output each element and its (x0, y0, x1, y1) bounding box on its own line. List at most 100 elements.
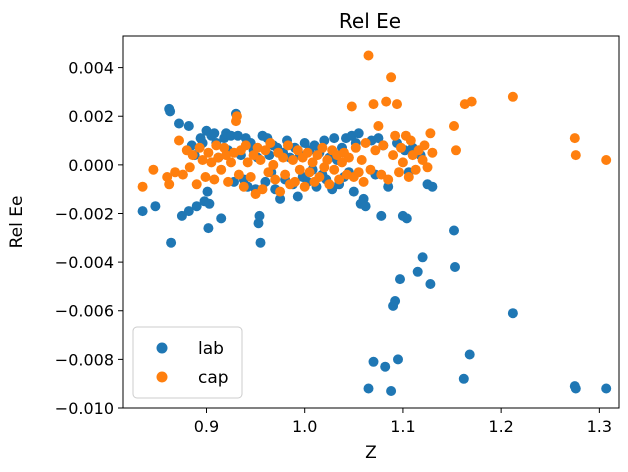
point-cap-22 (223, 176, 234, 187)
x-axis-ticks: 0.9 1.0 1.1 1.2 1.3 (194, 408, 612, 436)
point-lab-94 (383, 181, 394, 192)
point-lab-90 (373, 133, 384, 144)
point-cap-105 (425, 128, 436, 139)
y-tick-label: −0.004 (55, 253, 114, 272)
point-lab-112 (449, 225, 459, 236)
point-cap-38 (260, 145, 271, 156)
point-cap-47 (283, 140, 293, 151)
point-cap-31 (242, 157, 253, 168)
point-cap-111 (507, 91, 518, 102)
point-lab-100 (395, 274, 405, 285)
point-cap-81 (365, 164, 376, 175)
x-tick-label: 1.2 (488, 417, 513, 436)
point-lab-23 (216, 213, 227, 224)
point-lab-108 (417, 252, 428, 263)
point-lab-72 (329, 133, 340, 144)
point-lab-91 (376, 210, 387, 221)
point-cap-14 (203, 147, 214, 158)
point-lab-114 (458, 373, 469, 384)
legend-label-lab: lab (198, 339, 224, 359)
point-cap-40 (265, 138, 276, 148)
point-lab-3 (165, 106, 176, 117)
legend: lab cap (132, 326, 243, 399)
point-cap-45 (278, 152, 289, 163)
point-cap-6 (177, 169, 188, 180)
point-cap-59 (312, 150, 323, 161)
point-cap-103 (419, 140, 430, 151)
series-cap (137, 50, 612, 199)
point-lab-116 (507, 308, 518, 319)
point-cap-54 (299, 181, 310, 192)
points-layer (137, 50, 612, 396)
point-cap-8 (184, 162, 195, 173)
point-lab-80 (348, 186, 359, 197)
point-cap-87 (381, 96, 392, 107)
point-cap-4 (170, 167, 181, 178)
point-cap-100 (410, 164, 421, 175)
point-cap-88 (383, 174, 394, 185)
point-lab-111 (427, 181, 438, 192)
x-axis-label: Z (365, 443, 377, 463)
point-cap-21 (221, 150, 232, 161)
point-cap-33 (248, 150, 259, 161)
point-cap-76 (353, 167, 364, 178)
y-tick-label: 0.002 (68, 107, 114, 126)
point-cap-0 (137, 181, 148, 192)
x-tick-label: 1.3 (587, 417, 612, 436)
point-cap-44 (275, 186, 286, 197)
x-tick-label: 1.1 (390, 417, 415, 436)
point-cap-26 (231, 111, 242, 122)
point-cap-18 (213, 152, 224, 163)
point-cap-97 (403, 172, 414, 182)
point-lab-82 (353, 128, 364, 139)
point-cap-32 (245, 172, 256, 182)
point-cap-39 (263, 167, 274, 178)
point-cap-27 (233, 169, 244, 180)
y-tick-label: −0.002 (55, 204, 114, 223)
point-lab-118 (570, 383, 581, 394)
point-cap-61 (317, 142, 328, 153)
point-cap-52 (294, 164, 305, 175)
point-lab-7 (183, 121, 194, 131)
point-cap-91 (390, 130, 401, 141)
y-tick-label: 0.000 (68, 156, 114, 175)
legend-marker-lab (156, 342, 168, 354)
point-lab-103 (401, 213, 412, 224)
point-cap-46 (280, 169, 291, 180)
point-cap-95 (397, 157, 408, 168)
point-lab-93 (380, 361, 391, 372)
point-cap-63 (322, 155, 333, 165)
point-lab-40 (254, 210, 265, 221)
point-cap-16 (209, 174, 220, 185)
point-cap-57 (307, 157, 318, 168)
point-lab-18 (204, 198, 215, 209)
point-cap-42 (270, 174, 281, 185)
point-cap-35 (252, 142, 263, 153)
point-cap-86 (378, 140, 389, 151)
point-cap-75 (350, 142, 361, 153)
point-lab-17 (203, 223, 214, 234)
point-cap-13 (200, 172, 211, 182)
point-cap-41 (268, 159, 279, 170)
legend-label-cap: cap (198, 368, 229, 388)
point-cap-30 (240, 140, 251, 151)
point-cap-114 (601, 155, 612, 165)
point-cap-102 (417, 155, 428, 165)
point-lab-106 (412, 266, 423, 277)
point-cap-110 (466, 96, 477, 107)
y-tick-label: −0.008 (55, 350, 114, 369)
point-lab-113 (450, 262, 460, 272)
point-cap-23 (226, 157, 236, 168)
point-cap-83 (370, 145, 381, 156)
point-cap-9 (187, 150, 198, 161)
point-cap-66 (329, 164, 340, 175)
point-lab-99 (393, 354, 403, 365)
point-lab-4 (166, 237, 177, 248)
point-cap-36 (255, 155, 266, 165)
x-tick-label: 1.0 (292, 417, 317, 436)
legend-marker-cap (156, 371, 168, 383)
point-cap-106 (427, 147, 438, 158)
point-cap-82 (368, 99, 379, 110)
point-lab-95 (386, 386, 397, 396)
